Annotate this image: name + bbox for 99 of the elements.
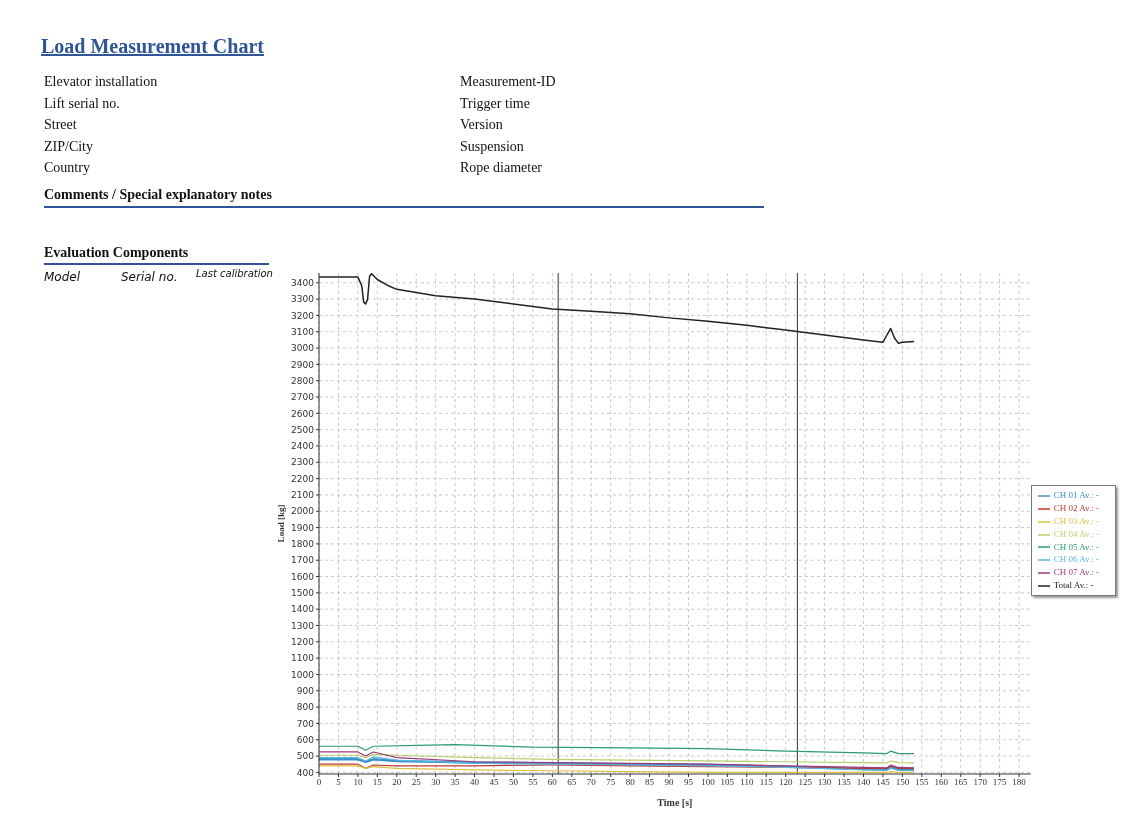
y-tick-label: 2300 — [291, 457, 315, 468]
x-tick-label: 165 — [953, 777, 968, 788]
text: Country — [44, 160, 90, 176]
x-tick-label: 45 — [489, 777, 500, 788]
x-tick-label: 120 — [778, 777, 793, 788]
y-tick-label: 1000 — [291, 669, 315, 680]
line-series — [319, 744, 915, 755]
y-tick-label: 2500 — [291, 424, 315, 435]
y-tick-label: 1300 — [291, 620, 315, 631]
x-tick-label: 85 — [645, 777, 655, 788]
x-tick-label: 75 — [606, 777, 616, 788]
x-tick-label: 80 — [625, 777, 636, 788]
y-tick-label: 800 — [296, 702, 315, 713]
legend-label: CH 03 Av.: - — [1053, 515, 1099, 526]
line-series — [319, 273, 915, 344]
x-tick-label: 50 — [508, 777, 519, 788]
y-tick-label: 2000 — [291, 506, 315, 517]
y-tick-label: 3000 — [291, 343, 315, 354]
y-tick-label: 1200 — [291, 637, 315, 648]
line-series — [319, 753, 915, 764]
line-series — [319, 751, 915, 769]
y-tick-label: 2100 — [291, 490, 315, 501]
x-tick-label: 110 — [740, 777, 754, 788]
text: Load Measurement Chart — [41, 35, 264, 58]
x-tick-label: 145 — [876, 777, 891, 788]
x-tick-label: 150 — [895, 777, 910, 788]
x-tick-label: 175 — [992, 777, 1007, 788]
text: Rope diameter — [460, 160, 543, 176]
y-tick-label: 700 — [296, 718, 315, 729]
x-tick-label: 170 — [973, 777, 988, 788]
legend-label: Total Av.: - — [1053, 580, 1094, 591]
y-tick-label: 3200 — [291, 310, 315, 321]
y-tick-label: 3100 — [291, 326, 315, 337]
text: Evaluation Components — [44, 245, 269, 265]
x-tick-label: 25 — [411, 777, 422, 788]
x-tick-label: 140 — [856, 777, 871, 788]
x-tick-label: 5 — [336, 777, 342, 788]
x-tick-label: 40 — [470, 777, 480, 788]
x-tick-label: 180 — [1012, 777, 1027, 788]
text: Elevator installation — [44, 74, 158, 90]
y-tick-label: 2900 — [291, 359, 315, 370]
y-axis-title: Load [kg] — [276, 504, 287, 543]
y-tick-label: 600 — [296, 734, 315, 745]
x-tick-label: 135 — [837, 777, 852, 788]
y-tick-label: 400 — [296, 767, 315, 778]
y-tick-label: 1800 — [291, 539, 315, 550]
legend-label: CH 04 Av.: - — [1053, 528, 1099, 539]
y-tick-label: 2600 — [291, 408, 315, 419]
y-tick-label: 1500 — [291, 588, 315, 599]
line-series — [319, 765, 915, 773]
x-tick-label: 35 — [450, 777, 461, 788]
text: Lift serial no. — [44, 95, 120, 112]
x-tick-label: 30 — [431, 777, 441, 788]
x-tick-label: 125 — [798, 777, 813, 788]
x-tick-label: 100 — [701, 777, 716, 788]
y-tick-label: 3300 — [291, 294, 315, 305]
y-tick-label: 1700 — [291, 555, 315, 566]
x-tick-label: 160 — [934, 777, 949, 788]
legend-label: CH 05 Av.: - — [1053, 541, 1099, 552]
text: Serial no. — [121, 270, 178, 284]
y-tick-label: 2800 — [291, 375, 315, 386]
x-tick-label: 20 — [392, 777, 402, 788]
text: ZIP/City — [44, 138, 94, 155]
legend-label: CH 07 Av.: - — [1053, 567, 1099, 578]
text: Trigger time — [460, 95, 530, 112]
x-tick-label: 0 — [316, 777, 322, 788]
y-tick-label: 1400 — [291, 604, 315, 615]
y-tick-label: 1100 — [291, 653, 315, 664]
y-tick-label: 2200 — [291, 473, 315, 484]
x-tick-label: 15 — [372, 777, 383, 788]
x-tick-label: 70 — [586, 777, 597, 788]
y-tick-label: 900 — [296, 685, 315, 696]
y-tick-label: 1900 — [291, 522, 315, 533]
x-tick-label: 10 — [353, 777, 363, 788]
y-tick-label: 3400 — [291, 277, 315, 288]
x-tick-label: 65 — [567, 777, 577, 788]
text: Version — [460, 117, 503, 133]
x-tick-label: 55 — [528, 777, 538, 788]
x-tick-label: 105 — [720, 777, 735, 788]
x-tick-label: 90 — [664, 777, 675, 788]
y-tick-label: 1600 — [291, 571, 315, 582]
x-axis-title: Time [s] — [657, 797, 693, 808]
legend-label: CH 01 Av.: - — [1053, 489, 1099, 500]
text: Suspension — [460, 138, 524, 155]
x-tick-label: 130 — [817, 777, 832, 788]
text: Street — [44, 117, 77, 133]
text: Model — [44, 270, 81, 284]
x-tick-label: 155 — [915, 777, 930, 788]
y-tick-label: 2700 — [291, 392, 315, 403]
legend-label: CH 06 Av.: - — [1053, 554, 1099, 565]
legend-label: CH 02 Av.: - — [1053, 502, 1099, 513]
y-tick-label: 2400 — [291, 441, 315, 452]
x-tick-label: 60 — [547, 777, 558, 788]
text: Measurement-ID — [460, 74, 556, 90]
text: Comments / Special explanatory notes — [44, 187, 764, 208]
x-tick-label: 115 — [759, 777, 774, 788]
text: Last calibration — [196, 268, 273, 279]
y-tick-label: 500 — [296, 751, 315, 762]
x-tick-label: 95 — [683, 777, 694, 788]
